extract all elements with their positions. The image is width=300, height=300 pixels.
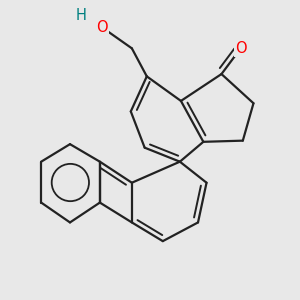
Text: O: O — [96, 20, 108, 35]
Text: H: H — [75, 8, 86, 23]
Text: O: O — [235, 41, 247, 56]
